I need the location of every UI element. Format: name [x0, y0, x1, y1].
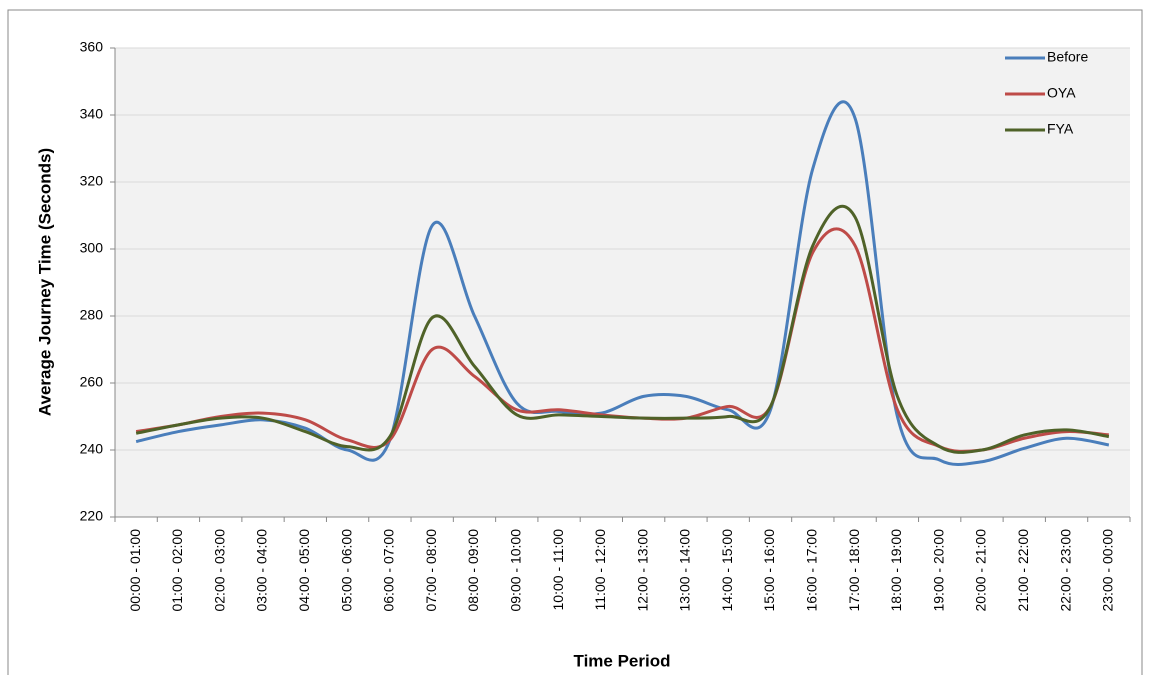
y-tick-label: 240 — [80, 441, 104, 457]
y-tick-label: 320 — [80, 173, 104, 189]
x-tick-label: 04:00 - 05:00 — [296, 529, 312, 612]
x-tick-label: 18:00 - 19:00 — [888, 529, 904, 612]
x-tick-label: 12:00 - 13:00 — [634, 529, 650, 612]
x-tick-label: 06:00 - 07:00 — [381, 529, 397, 612]
x-tick-label: 13:00 - 14:00 — [677, 529, 693, 612]
x-tick-label: 03:00 - 04:00 — [254, 529, 270, 612]
x-tick-label: 08:00 - 09:00 — [465, 529, 481, 612]
y-tick-label: 260 — [80, 374, 104, 390]
x-tick-label: 05:00 - 06:00 — [338, 529, 354, 612]
x-tick-label: 09:00 - 10:00 — [507, 529, 523, 612]
x-tick-label: 20:00 - 21:00 — [973, 529, 989, 612]
y-tick-label: 300 — [80, 240, 104, 256]
x-tick-label: 22:00 - 23:00 — [1057, 529, 1073, 612]
x-tick-label: 11:00 - 12:00 — [592, 529, 608, 611]
x-tick-label: 23:00 - 00:00 — [1100, 529, 1116, 612]
legend-label: Before — [1047, 49, 1088, 65]
x-tick-label: 07:00 - 08:00 — [423, 529, 439, 612]
plot-area — [115, 48, 1130, 517]
y-tick-label: 360 — [80, 39, 104, 55]
x-tick-label: 14:00 - 15:00 — [719, 529, 735, 612]
legend-label: OYA — [1047, 85, 1076, 101]
y-tick-label: 340 — [80, 106, 104, 122]
x-axis-label: Time Period — [574, 651, 671, 670]
x-tick-label: 10:00 - 11:00 — [550, 529, 566, 611]
x-tick-label: 17:00 - 18:00 — [846, 529, 862, 612]
x-tick-label: 21:00 - 22:00 — [1015, 529, 1031, 612]
x-tick-label: 15:00 - 16:00 — [761, 529, 777, 612]
x-tick-label: 00:00 - 01:00 — [127, 529, 143, 612]
y-axis-label: Average Journey Time (Seconds) — [35, 148, 54, 416]
x-tick-label: 02:00 - 03:00 — [211, 529, 227, 612]
y-tick-label: 220 — [80, 508, 104, 524]
x-tick-label: 16:00 - 17:00 — [804, 529, 820, 612]
x-tick-label: 19:00 - 20:00 — [930, 529, 946, 612]
y-tick-label: 280 — [80, 307, 104, 323]
series-line — [135, 204, 1110, 454]
legend-label: FYA — [1047, 121, 1074, 137]
x-tick-label: 01:00 - 02:00 — [169, 529, 185, 612]
